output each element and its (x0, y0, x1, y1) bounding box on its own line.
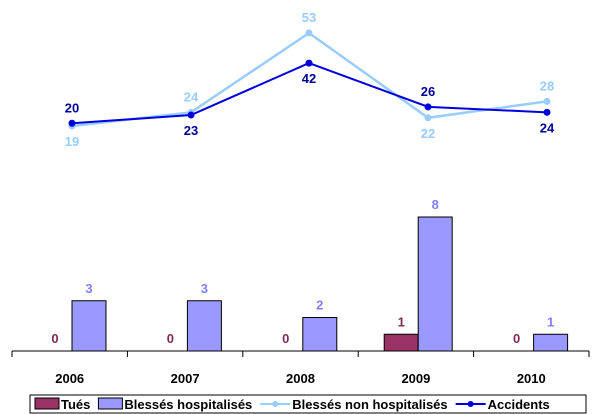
point-label-accidents-2006: 20 (65, 100, 79, 115)
x-tick-label-2007: 2007 (171, 371, 200, 386)
bar-label-blesses-hospitalises-2006: 3 (85, 281, 92, 296)
bar-label-blesses-hospitalises-2007: 3 (201, 281, 208, 296)
bar-tues-2009 (383, 333, 419, 352)
bar-blesses-hospitalises-2008 (302, 317, 338, 352)
bar-blesses-hospitalises-2006 (71, 300, 107, 352)
point-label-blesses-non-hospitalises-2008: 53 (302, 10, 316, 25)
bar-label-tues-2007: 0 (167, 331, 174, 346)
bar-label-blesses-hospitalises-2008: 2 (316, 298, 323, 313)
point-label-accidents-2010: 24 (540, 120, 555, 135)
point-blesses-non-hospitalises-2009 (424, 114, 432, 122)
point-blesses-non-hospitalises-2010 (543, 97, 551, 105)
bar-blesses-hospitalises-2010 (533, 333, 569, 352)
bar-label-tues-2008: 0 (282, 331, 289, 346)
bar-label-blesses-hospitalises-2010: 1 (547, 314, 554, 329)
point-accidents-2008 (305, 59, 313, 67)
legend-label-tues: Tués (61, 397, 90, 412)
bar-blesses-hospitalises-2009 (417, 216, 453, 352)
point-label-accidents-2007: 23 (184, 123, 198, 138)
bar-label-tues-2009: 1 (398, 314, 405, 329)
point-label-accidents-2008: 42 (302, 71, 316, 86)
x-tick-label-2010: 2010 (517, 371, 546, 386)
point-label-blesses-non-hospitalises-2009: 22 (421, 126, 435, 141)
point-label-blesses-non-hospitalises-2007: 24 (184, 89, 199, 104)
legend-marker-blesses-non-hospitalises (272, 401, 279, 407)
bar-label-blesses-hospitalises-2009: 8 (432, 197, 439, 212)
legend-marker-accidents (467, 401, 474, 407)
bars-layer: 0 3 0 3 0 2 1 8 0 1 (51, 197, 569, 352)
point-accidents-2007 (187, 111, 195, 119)
point-label-blesses-non-hospitalises-2010: 28 (540, 78, 554, 93)
point-label-blesses-non-hospitalises-2006: 19 (65, 134, 79, 149)
legend-swatch-blesses-hospitalises (97, 397, 123, 410)
point-label-accidents-2009: 26 (421, 84, 435, 99)
point-accidents-2006 (68, 119, 76, 127)
legend-label-blesses-hospitalises: Blessés hospitalisés (124, 397, 252, 412)
x-tick-label-2009: 2009 (401, 371, 430, 386)
legend-label-blesses-non-hospitalises: Blessés non hospitalisés (292, 397, 447, 412)
point-blesses-non-hospitalises-2008 (305, 29, 313, 37)
legend: Tués Blessés hospitalisés Blessés non hosp… (29, 394, 587, 414)
bar-label-tues-2006: 0 (51, 331, 58, 346)
legend-label-accidents: Accidents (488, 397, 550, 412)
point-accidents-2010 (543, 108, 551, 116)
bar-blesses-hospitalises-2007 (186, 300, 222, 352)
x-axis: 2006 2007 2008 2009 2010 (11, 350, 590, 386)
point-accidents-2009 (424, 103, 432, 111)
legend-box (29, 394, 587, 414)
x-tick-label-2008: 2008 (286, 371, 315, 386)
bar-label-tues-2010: 0 (513, 331, 520, 346)
lines-layer: 19 24 53 22 28 20 23 42 26 24 (65, 10, 555, 149)
legend-swatch-tues (34, 397, 60, 410)
x-tick-label-2006: 2006 (55, 371, 84, 386)
